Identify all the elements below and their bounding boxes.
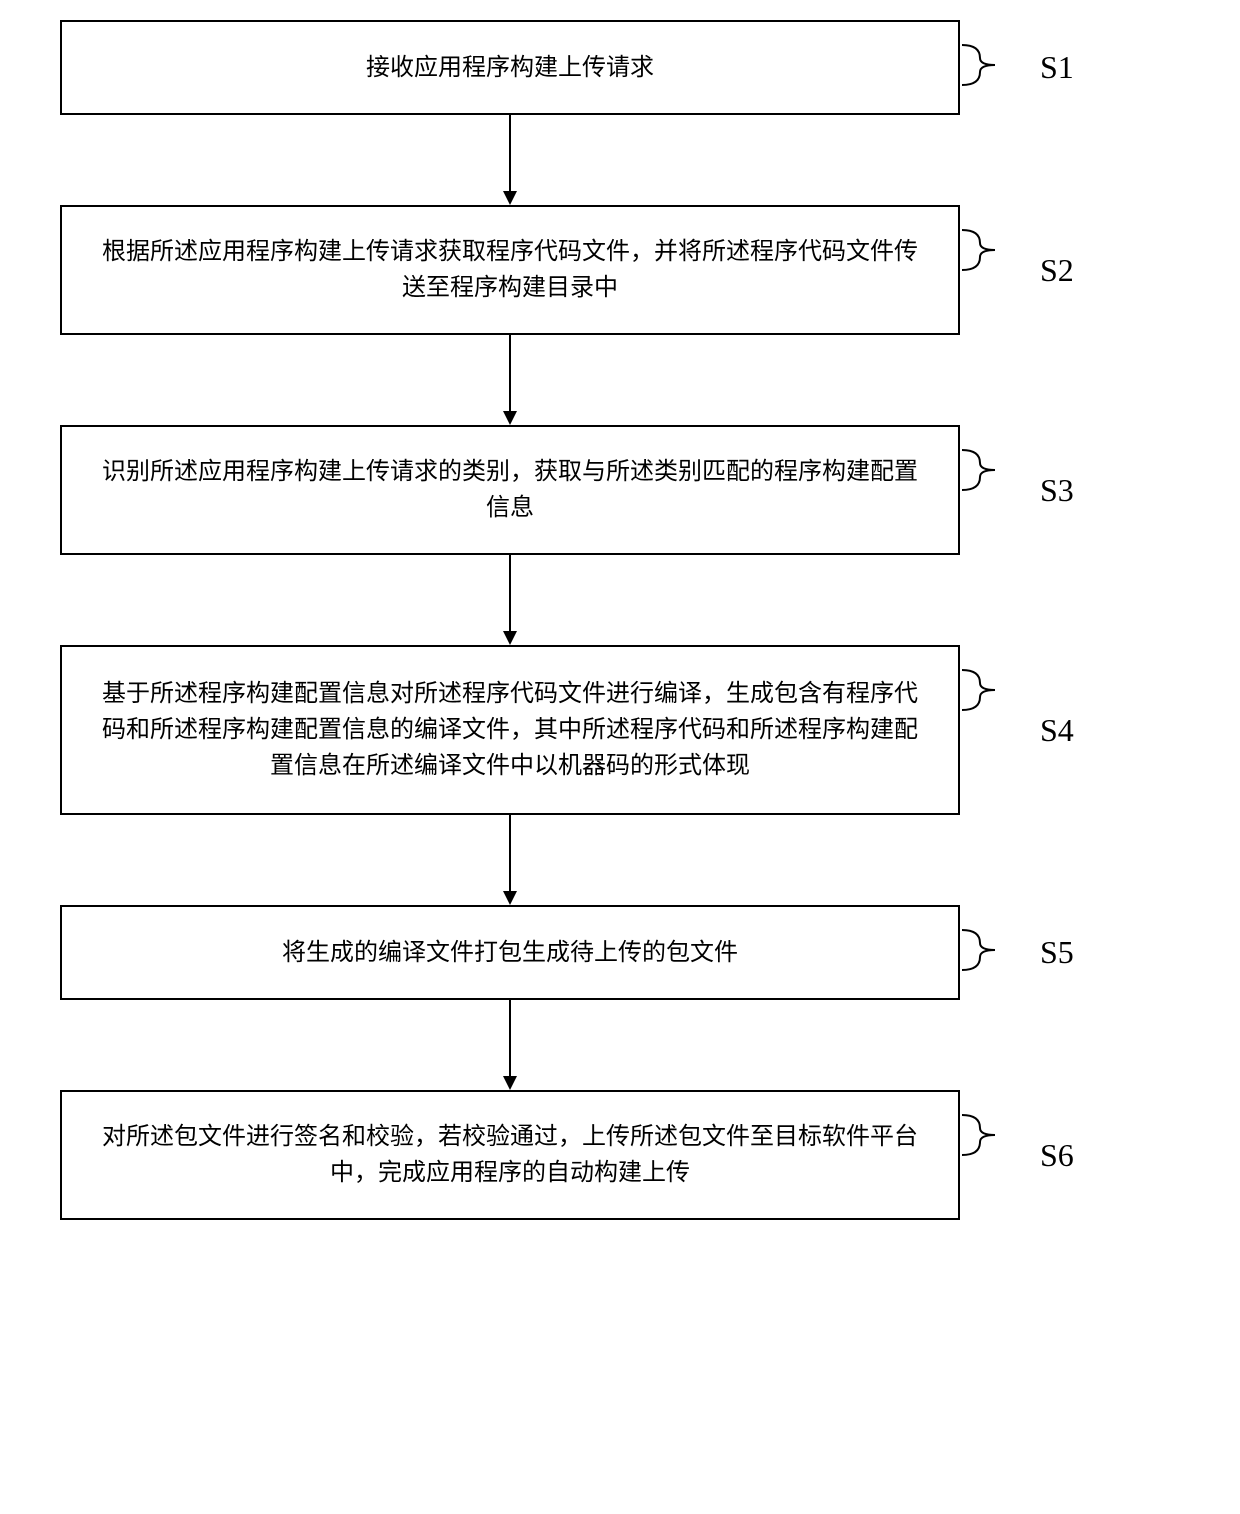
step-label-s1: S1	[1040, 49, 1074, 86]
step-row-s4: 基于所述程序构建配置信息对所述程序代码文件进行编译，生成包含有程序代码和所述程序…	[60, 645, 1160, 815]
arrow-s5-s6	[60, 1000, 960, 1090]
step-text-s1: 接收应用程序构建上传请求	[366, 50, 654, 86]
arrow-down-icon	[500, 555, 520, 645]
step-text-s2: 根据所述应用程序构建上传请求获取程序代码文件，并将所述程序代码文件传送至程序构建…	[92, 234, 928, 306]
brace-icon-s2	[960, 225, 1000, 275]
arrow-s4-s5	[60, 815, 960, 905]
brace-icon-s4	[960, 665, 1000, 715]
step-row-s2: 根据所述应用程序构建上传请求获取程序代码文件，并将所述程序代码文件传送至程序构建…	[60, 205, 1160, 335]
arrow-s3-s4	[60, 555, 960, 645]
step-text-s5: 将生成的编译文件打包生成待上传的包文件	[282, 935, 738, 971]
step-row-s1: 接收应用程序构建上传请求 S1	[60, 20, 1160, 115]
arrow-down-icon	[500, 1000, 520, 1090]
brace-icon-s1	[960, 40, 1000, 90]
step-box-s2: 根据所述应用程序构建上传请求获取程序代码文件，并将所述程序代码文件传送至程序构建…	[60, 205, 960, 335]
step-label-s2: S2	[1040, 252, 1074, 289]
step-row-s5: 将生成的编译文件打包生成待上传的包文件 S5	[60, 905, 1160, 1000]
arrow-down-icon	[500, 815, 520, 905]
arrow-s1-s2	[60, 115, 960, 205]
arrow-down-icon	[500, 115, 520, 205]
step-box-s3: 识别所述应用程序构建上传请求的类别，获取与所述类别匹配的程序构建配置信息	[60, 425, 960, 555]
step-box-s6: 对所述包文件进行签名和校验，若校验通过，上传所述包文件至目标软件平台中，完成应用…	[60, 1090, 960, 1220]
arrow-s2-s3	[60, 335, 960, 425]
step-label-s4: S4	[1040, 712, 1074, 749]
step-text-s6: 对所述包文件进行签名和校验，若校验通过，上传所述包文件至目标软件平台中，完成应用…	[92, 1119, 928, 1191]
brace-icon-s3	[960, 445, 1000, 495]
step-row-s6: 对所述包文件进行签名和校验，若校验通过，上传所述包文件至目标软件平台中，完成应用…	[60, 1090, 1160, 1220]
step-text-s4: 基于所述程序构建配置信息对所述程序代码文件进行编译，生成包含有程序代码和所述程序…	[92, 676, 928, 784]
flowchart-container: 接收应用程序构建上传请求 S1 根据所述应用程序构建上传请求获取程序代码文件，并…	[60, 20, 1160, 1220]
step-box-s5: 将生成的编译文件打包生成待上传的包文件	[60, 905, 960, 1000]
step-row-s3: 识别所述应用程序构建上传请求的类别，获取与所述类别匹配的程序构建配置信息 S3	[60, 425, 1160, 555]
step-label-s5: S5	[1040, 934, 1074, 971]
step-text-s3: 识别所述应用程序构建上传请求的类别，获取与所述类别匹配的程序构建配置信息	[92, 454, 928, 526]
step-box-s4: 基于所述程序构建配置信息对所述程序代码文件进行编译，生成包含有程序代码和所述程序…	[60, 645, 960, 815]
arrow-down-icon	[500, 335, 520, 425]
step-label-s6: S6	[1040, 1137, 1074, 1174]
brace-icon-s6	[960, 1110, 1000, 1160]
brace-icon-s5	[960, 925, 1000, 975]
step-box-s1: 接收应用程序构建上传请求	[60, 20, 960, 115]
step-label-s3: S3	[1040, 472, 1074, 509]
